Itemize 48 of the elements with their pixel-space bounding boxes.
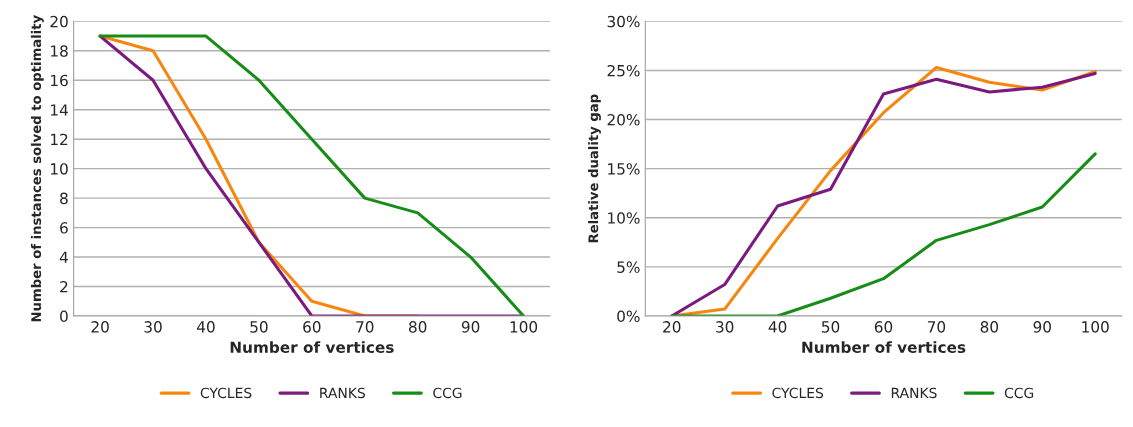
x-tick-label: 20 [91,321,109,333]
x-tick-label: 50 [250,321,268,333]
x-tick-label: 60 [303,321,321,333]
y-tick-label: 10 [51,163,68,175]
y-tick-label: 8 [60,192,68,205]
x-tick-label: 90 [461,321,480,333]
y-tick-label: 25% [607,64,640,77]
y-tick-label: 30% [607,15,640,28]
x-tick-label: 30 [144,321,162,333]
x-tick-label: 80 [980,321,999,333]
x-tick-label: 90 [1033,321,1051,333]
y-tick-label: 10% [608,212,640,224]
y-tick-label: 6 [60,222,68,234]
line-series [98,34,526,316]
line-series [670,152,1097,316]
x-tick-label: 30 [716,321,734,333]
legend-label: CYCLES [200,387,252,399]
legend-label: CCG [433,387,462,399]
y-tick-label: 20 [50,15,68,28]
y-tick-label: 15% [608,163,640,175]
y-tick-label: 20% [607,114,640,126]
legend-label: CCG [1004,387,1034,399]
y-tick-label: 5% [617,261,640,273]
y-axis-title: Number of instances solved to optimality [30,15,44,322]
y-tick-label: 16 [51,74,68,87]
legend-label: RANKS [891,387,937,399]
y-tick-label: 0 [60,310,68,322]
x-axis-title: Number of vertices [802,341,966,354]
x-tick-label: 60 [874,321,893,333]
x-tick-label: 20 [663,321,681,333]
legend-label: CYCLES [772,387,824,399]
x-tick-label: 40 [768,321,787,333]
x-axis-title: Number of vertices [230,341,394,354]
x-tick-label: 70 [356,321,374,333]
legend-label: RANKS [320,387,365,399]
x-tick-label: 100 [510,321,538,333]
x-tick-label: 70 [927,321,946,333]
x-tick-label: 50 [822,321,840,333]
y-axis-title: Relative duality gap [588,94,601,243]
x-tick-label: 100 [1082,321,1109,333]
y-tick-label: 14 [51,104,68,116]
y-tick-label: 4 [59,251,68,263]
y-tick-label: 12 [51,133,68,146]
y-tick-label: 2 [60,280,68,293]
y-tick-label: 0% [617,310,640,322]
y-tick-label: 18 [51,45,68,57]
x-tick-label: 80 [409,321,427,333]
x-tick-label: 40 [197,321,215,333]
